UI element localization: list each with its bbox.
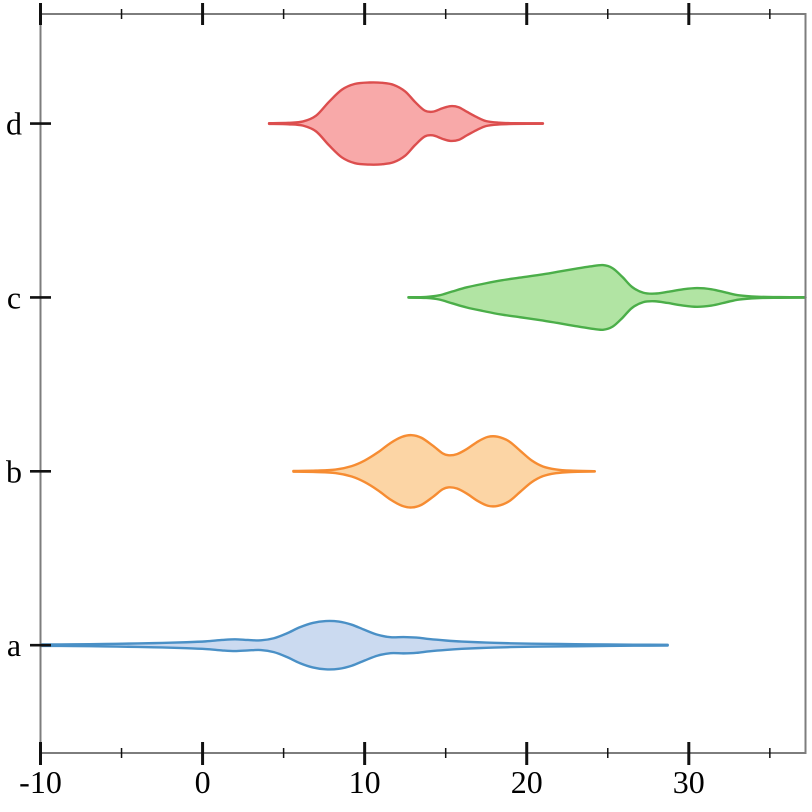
x-tick-label: 30 xyxy=(673,764,705,800)
y-tick-label-d: d xyxy=(6,106,22,142)
violin-d-shape xyxy=(267,81,545,166)
x-tick-label: 10 xyxy=(349,764,381,800)
violin-a-shape xyxy=(39,619,669,671)
x-tick-label: 0 xyxy=(195,764,211,800)
y-tick-label-c: c xyxy=(7,279,21,315)
x-tick-label: -10 xyxy=(19,764,62,800)
y-tick-label-a: a xyxy=(7,627,21,663)
violin-c-shape xyxy=(407,263,807,332)
x-tick-label: 20 xyxy=(511,764,543,800)
plot-frame xyxy=(39,13,807,754)
violin-b-shape xyxy=(292,433,596,509)
y-tick-label-b: b xyxy=(6,453,22,489)
